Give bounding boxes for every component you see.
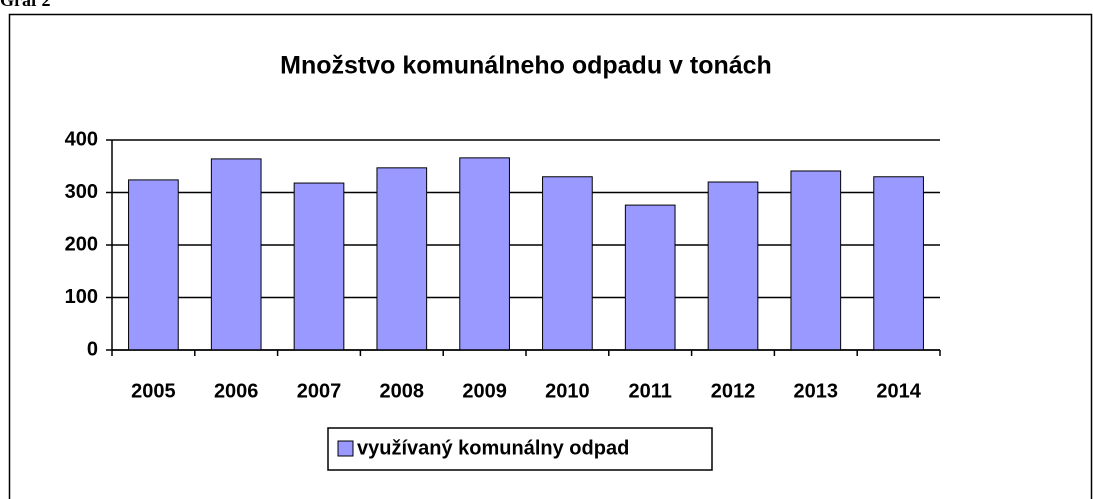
bar bbox=[376, 167, 428, 351]
x-tick-label: 2011 bbox=[629, 380, 672, 402]
x-tick-label: 2007 bbox=[297, 380, 342, 402]
y-tick-label: 200 bbox=[65, 233, 98, 255]
bar bbox=[293, 182, 345, 351]
x-tick-label: 2008 bbox=[380, 380, 425, 402]
y-tick-label: 300 bbox=[65, 181, 98, 203]
chart-title: Množstvo komunálneho odpadu v tonách bbox=[280, 52, 772, 80]
legend-swatch bbox=[337, 440, 354, 457]
x-tick-label: 2010 bbox=[545, 380, 590, 402]
x-tick-label: 2012 bbox=[711, 380, 756, 402]
legend-label: využívaný komunálny odpad bbox=[357, 437, 629, 459]
chart-border bbox=[8, 13, 1093, 499]
bar bbox=[128, 179, 179, 351]
bar bbox=[873, 176, 924, 351]
x-tick-label: 2013 bbox=[794, 380, 839, 402]
bar bbox=[707, 181, 759, 351]
legend-box bbox=[327, 427, 713, 471]
bar bbox=[542, 176, 593, 351]
caption: Graf 2 bbox=[0, 0, 50, 10]
bar bbox=[624, 204, 676, 351]
y-tick-label: 0 bbox=[87, 338, 98, 360]
y-tick-label: 400 bbox=[65, 128, 98, 150]
y-tick-label: 100 bbox=[65, 286, 98, 308]
bar bbox=[210, 158, 262, 351]
bar bbox=[459, 157, 510, 351]
bar bbox=[790, 170, 842, 351]
x-tick-label: 2006 bbox=[214, 380, 259, 402]
x-tick-label: 2009 bbox=[462, 380, 507, 402]
x-tick-label: 2014 bbox=[876, 380, 921, 402]
x-tick-label: 2005 bbox=[131, 380, 176, 402]
